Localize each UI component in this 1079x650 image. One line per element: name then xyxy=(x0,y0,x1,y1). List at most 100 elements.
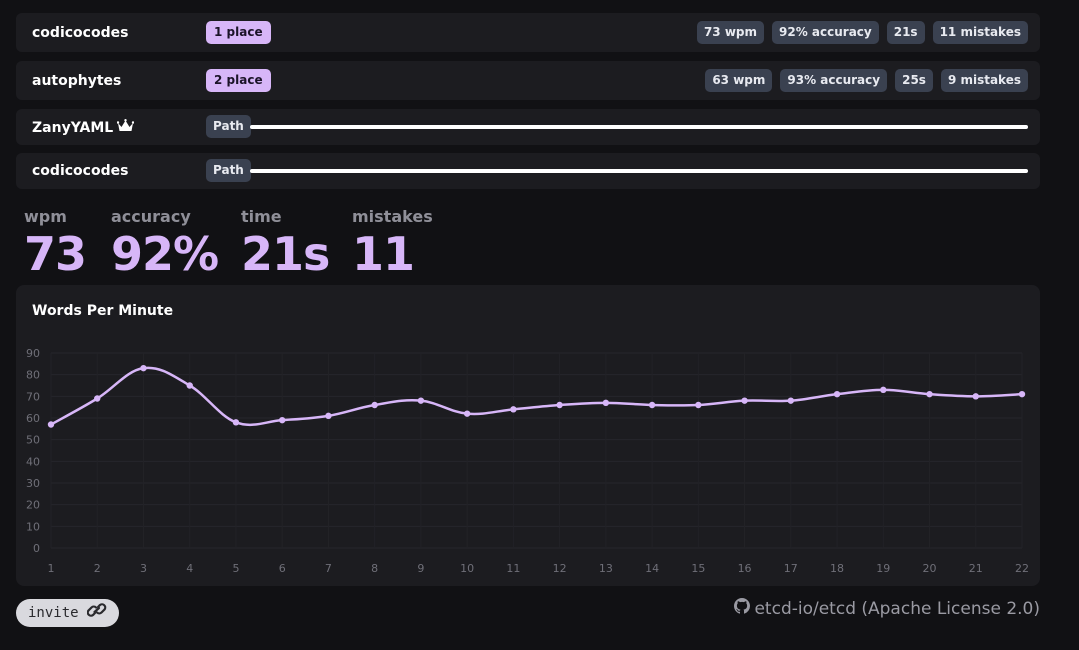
result-row-2: autophytes 2 place 63 wpm 93% accuracy 2… xyxy=(16,61,1040,100)
x-tick-label: 18 xyxy=(830,562,844,575)
data-point xyxy=(463,410,471,417)
x-tick-label: 9 xyxy=(417,562,424,575)
wpm-badge: 63 wpm xyxy=(705,69,773,92)
x-tick-label: 14 xyxy=(645,562,659,575)
data-point xyxy=(510,406,517,413)
github-icon xyxy=(734,598,751,619)
data-point xyxy=(140,364,147,372)
data-point xyxy=(787,397,795,404)
accuracy-value: 92% xyxy=(111,227,219,281)
mistakes-stat: mistakes 11 xyxy=(352,207,433,279)
y-tick-label: 50 xyxy=(26,434,40,447)
wpm-stat: wpm 73 xyxy=(24,207,87,281)
data-point xyxy=(695,401,702,409)
data-point xyxy=(972,393,979,400)
progress-bar xyxy=(250,125,1028,129)
mistakes-value: 11 xyxy=(352,227,415,281)
y-tick-label: 40 xyxy=(26,455,40,468)
racer-row-2: codicocodes Path xyxy=(16,153,1040,189)
accuracy-stat: accuracy 92% xyxy=(111,207,219,281)
player-name: codicocodes xyxy=(32,25,129,41)
stats-group: 63 wpm 93% accuracy 25s 9 mistakes xyxy=(705,69,1028,92)
time-badge: 21s xyxy=(886,21,925,44)
x-tick-label: 8 xyxy=(371,562,378,575)
time-value: 21s xyxy=(241,227,330,281)
invite-label: invite xyxy=(28,605,79,621)
data-point xyxy=(186,382,193,389)
path-badge: Path xyxy=(206,115,251,138)
y-tick-label: 80 xyxy=(26,369,40,382)
license-text: etcd-io/etcd (Apache License 2.0) xyxy=(754,598,1040,619)
y-tick-label: 90 xyxy=(26,347,40,360)
data-point xyxy=(278,416,286,424)
accuracy-label: accuracy xyxy=(111,207,191,226)
x-tick-label: 6 xyxy=(279,562,286,575)
data-point xyxy=(556,401,563,409)
racer-name: codicocodes xyxy=(32,163,129,179)
accuracy-badge: 92% accuracy xyxy=(772,21,879,44)
x-tick-label: 16 xyxy=(738,562,752,575)
data-point xyxy=(880,386,887,394)
time-badge: 25s xyxy=(895,69,933,92)
mistakes-label: mistakes xyxy=(352,207,433,226)
wpm-value: 73 xyxy=(24,227,87,281)
wpm-label: wpm xyxy=(24,207,67,226)
x-tick-label: 12 xyxy=(553,562,567,575)
y-tick-label: 60 xyxy=(26,412,40,425)
result-row-1: codicocodes 1 place 73 wpm 92% accuracy … xyxy=(16,13,1040,52)
data-point xyxy=(648,401,656,409)
x-tick-label: 15 xyxy=(691,562,705,575)
time-label: time xyxy=(241,207,282,226)
time-stat: time 21s xyxy=(241,207,330,281)
y-tick-label: 70 xyxy=(26,390,40,403)
data-point xyxy=(371,401,378,409)
racer-name-label: ZanyYAML xyxy=(32,120,114,136)
place-badge: 1 place xyxy=(206,21,271,44)
x-tick-label: 13 xyxy=(599,562,613,575)
series-line xyxy=(50,366,1023,427)
data-point xyxy=(602,399,610,407)
wpm-chart-card: Words Per Minute 0 10 20 30 40 50 60 70 80 90 1 2 3 4… xyxy=(16,285,1040,586)
y-tick-label: 20 xyxy=(26,499,40,512)
x-tick-label: 11 xyxy=(506,562,520,575)
invite-button[interactable]: invite xyxy=(16,599,119,627)
y-tick-label: 10 xyxy=(26,520,40,533)
data-point xyxy=(325,412,332,420)
data-point xyxy=(47,421,55,428)
x-tick-label: 1 xyxy=(48,562,55,575)
data-point xyxy=(94,395,101,402)
license-link[interactable]: etcd-io/etcd (Apache License 2.0) xyxy=(734,598,1040,619)
y-tick-label: 0 xyxy=(33,542,40,555)
data-point xyxy=(741,397,748,404)
link-icon xyxy=(86,599,107,627)
mistakes-badge: 11 mistakes xyxy=(932,21,1028,44)
data-point xyxy=(833,390,841,398)
place-badge: 2 place xyxy=(206,69,271,92)
x-tick-label: 17 xyxy=(784,562,798,575)
chart-title: Words Per Minute xyxy=(32,303,174,319)
y-tick-label: 30 xyxy=(26,477,40,490)
stats-group: 73 wpm 92% accuracy 21s 11 mistakes xyxy=(696,21,1028,44)
x-tick-label: 3 xyxy=(140,562,147,575)
mistakes-badge: 9 mistakes xyxy=(940,69,1028,92)
x-tick-label: 4 xyxy=(186,562,193,575)
crown-icon xyxy=(116,119,135,137)
x-tick-label: 20 xyxy=(923,562,937,575)
data-point xyxy=(417,397,425,404)
x-tick-label: 2 xyxy=(94,562,101,575)
x-tick-label: 19 xyxy=(876,562,890,575)
x-tick-label: 22 xyxy=(1015,562,1029,575)
player-name: autophytes xyxy=(32,73,122,89)
racer-name: ZanyYAML xyxy=(32,119,135,137)
accuracy-badge: 93% accuracy xyxy=(780,69,888,92)
x-tick-label: 7 xyxy=(325,562,332,575)
data-point xyxy=(1018,390,1026,398)
x-tick-label: 5 xyxy=(232,562,239,575)
wpm-badge: 73 wpm xyxy=(696,21,765,44)
x-tick-label: 10 xyxy=(460,562,474,575)
racer-row-1: ZanyYAML Path xyxy=(16,109,1040,145)
data-point xyxy=(232,419,240,426)
x-tick-label: 21 xyxy=(969,562,983,575)
progress-bar xyxy=(250,169,1028,173)
